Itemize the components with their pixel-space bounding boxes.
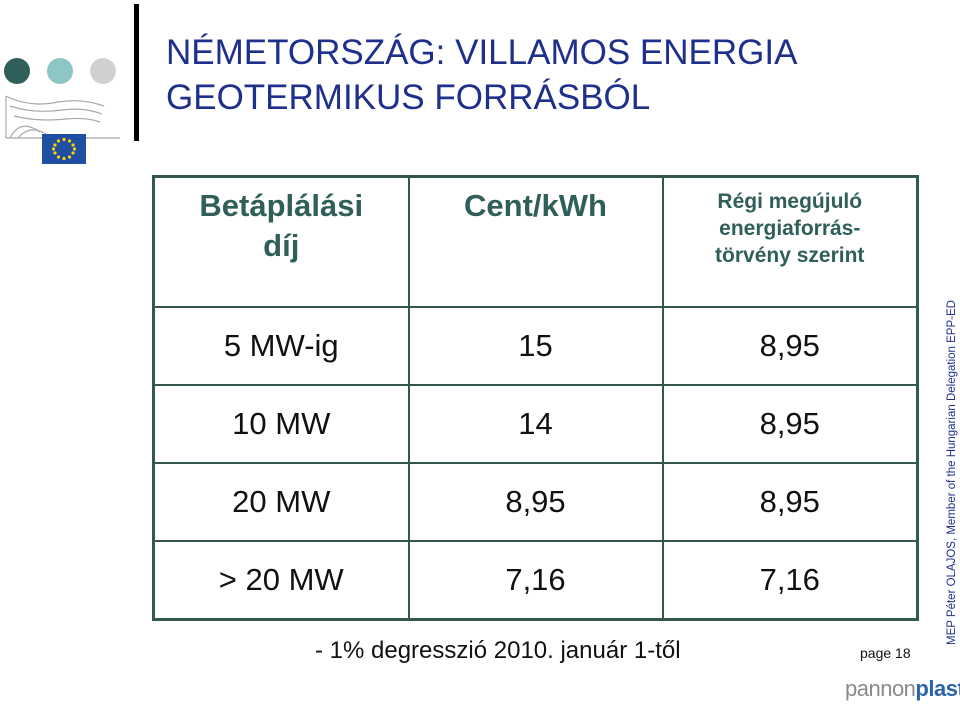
table-cell: 8,95 [407, 462, 664, 542]
table-cell: 8,95 [661, 462, 919, 542]
eu-flag-icon [42, 134, 86, 164]
table-row: 20 MW 8,95 8,95 [152, 462, 919, 542]
brand-logo: pannonplast [845, 676, 960, 702]
page-number: page 18 [860, 645, 911, 661]
table-header-row: Betáplálási díj Cent/kWh Régi megújuló e… [152, 175, 919, 308]
table-cell: 7,16 [661, 540, 919, 621]
dot-light [47, 58, 73, 84]
table-cell: 20 MW [152, 462, 410, 542]
brand-part-2: plast [915, 676, 960, 701]
table-row: 10 MW 14 8,95 [152, 384, 919, 464]
header-feed-in-tariff: Betáplálási díj [152, 175, 410, 308]
table-row: 5 MW-ig 15 8,95 [152, 306, 919, 386]
side-credit-text: MEP Péter OLAJOS, Member of the Hungaria… [946, 300, 958, 645]
title-divider [134, 4, 139, 141]
title-line-1: NÉMETORSZÁG: VILLAMOS ENERGIA [166, 33, 798, 72]
header-line: Cent/kWh [464, 188, 607, 223]
title-line-2: GEOTERMIKUS FORRÁSBÓL [166, 78, 651, 117]
feed-in-tariff-table: Betáplálási díj Cent/kWh Régi megújuló e… [152, 175, 919, 621]
header-line: Betáplálási [199, 188, 364, 223]
header-cent-kwh: Cent/kWh [407, 175, 664, 308]
page-title: NÉMETORSZÁG: VILLAMOS ENERGIA GEOTERMIKU… [166, 30, 797, 120]
table-cell: 10 MW [152, 384, 410, 464]
european-parliament-logo-icon [5, 95, 120, 164]
table-cell: > 20 MW [152, 540, 410, 621]
brand-part-1: pannon [845, 676, 916, 701]
table-cell: 15 [407, 306, 664, 386]
decorative-dots [4, 58, 124, 88]
degression-footnote: - 1% degresszió 2010. január 1-től [315, 637, 681, 664]
table-cell: 14 [407, 384, 664, 464]
table-cell: 5 MW-ig [152, 306, 410, 386]
dot-grey [90, 58, 116, 84]
header-line: Régi megújuló [717, 190, 863, 213]
header-line: törvény szerint [715, 244, 865, 267]
table-cell: 8,95 [661, 306, 919, 386]
table-cell: 8,95 [661, 384, 919, 464]
header-line: energiaforrás- [719, 217, 861, 240]
header-old-law: Régi megújuló energiaforrás- törvény sze… [661, 175, 919, 308]
table-row: > 20 MW 7,16 7,16 [152, 540, 919, 621]
dot-dark [4, 58, 30, 84]
table-cell: 7,16 [407, 540, 664, 621]
header-line: díj [263, 228, 300, 263]
